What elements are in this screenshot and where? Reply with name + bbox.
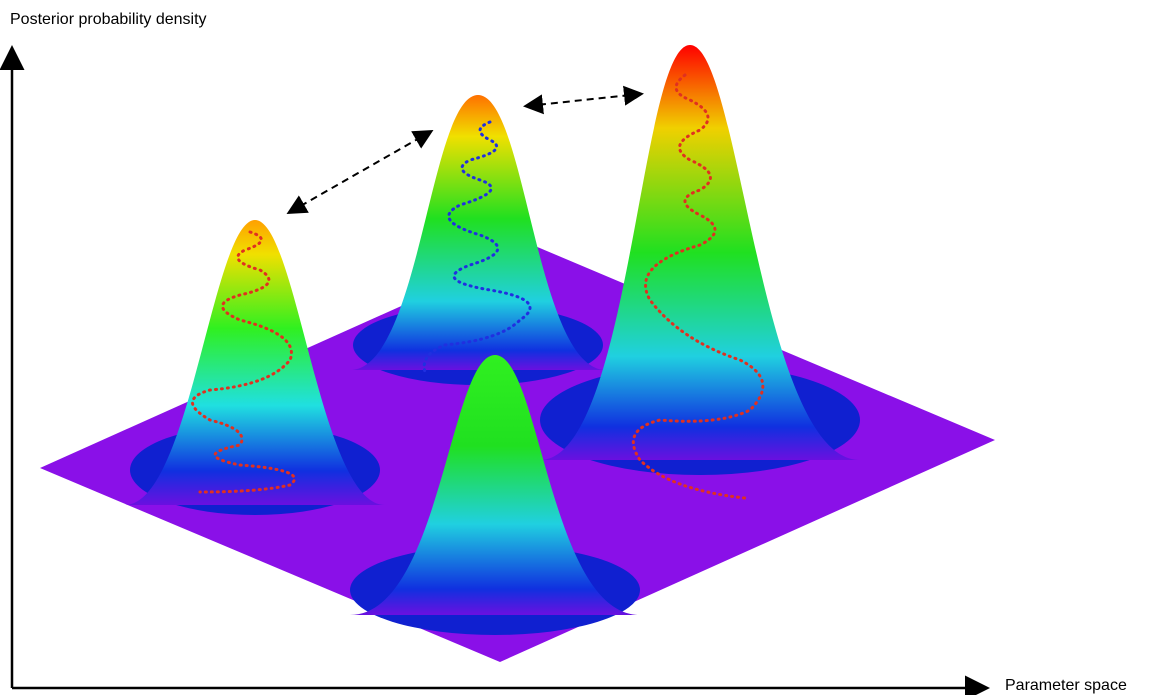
- page: Posterior probability density Parameter …: [0, 0, 1175, 695]
- y-axis-label: Posterior probability density: [10, 11, 207, 28]
- diagram: Posterior probability density Parameter …: [0, 0, 1175, 695]
- x-axis-label: Parameter space: [1005, 677, 1127, 694]
- jump-arrow: [527, 94, 640, 106]
- peak-2: [350, 95, 606, 385]
- jump-arrow: [290, 132, 430, 212]
